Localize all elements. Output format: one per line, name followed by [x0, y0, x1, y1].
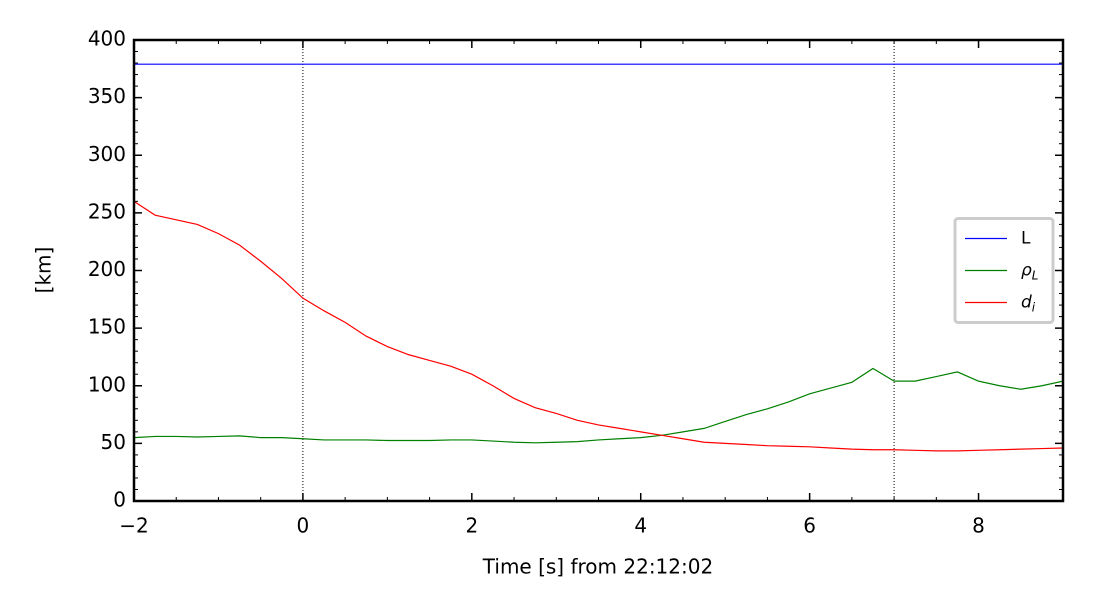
- x-tick-label: 6: [803, 514, 816, 538]
- y-tick-label: 350: [88, 84, 126, 108]
- y-tick-label: 250: [88, 199, 126, 223]
- y-tick-label: 200: [88, 257, 126, 281]
- y-tick-label: 0: [113, 488, 126, 512]
- x-tick-label: −2: [119, 514, 148, 538]
- legend-label: L: [1021, 229, 1031, 249]
- y-tick-label: 400: [88, 27, 126, 51]
- series-line: [133, 200, 1064, 452]
- x-tick-label: 8: [972, 514, 985, 538]
- legend-label: ρL: [1021, 261, 1038, 283]
- legend: LρL di: [953, 217, 1055, 324]
- y-tick-label: 150: [88, 315, 126, 339]
- x-tick-label: 4: [634, 514, 647, 538]
- series-line: [133, 367, 1064, 444]
- y-tick-label: 50: [101, 430, 126, 454]
- plot-frame: [132, 38, 1065, 503]
- y-tick-label: 100: [88, 372, 126, 396]
- x-axis-label: Time [s] from 22:12:02: [482, 555, 713, 579]
- y-axis-label: [km]: [32, 247, 56, 294]
- x-tick-label: 2: [465, 514, 478, 538]
- x-tick-label: 0: [297, 514, 310, 538]
- y-tick-label: 300: [88, 142, 126, 166]
- legend-label: di: [1021, 293, 1036, 315]
